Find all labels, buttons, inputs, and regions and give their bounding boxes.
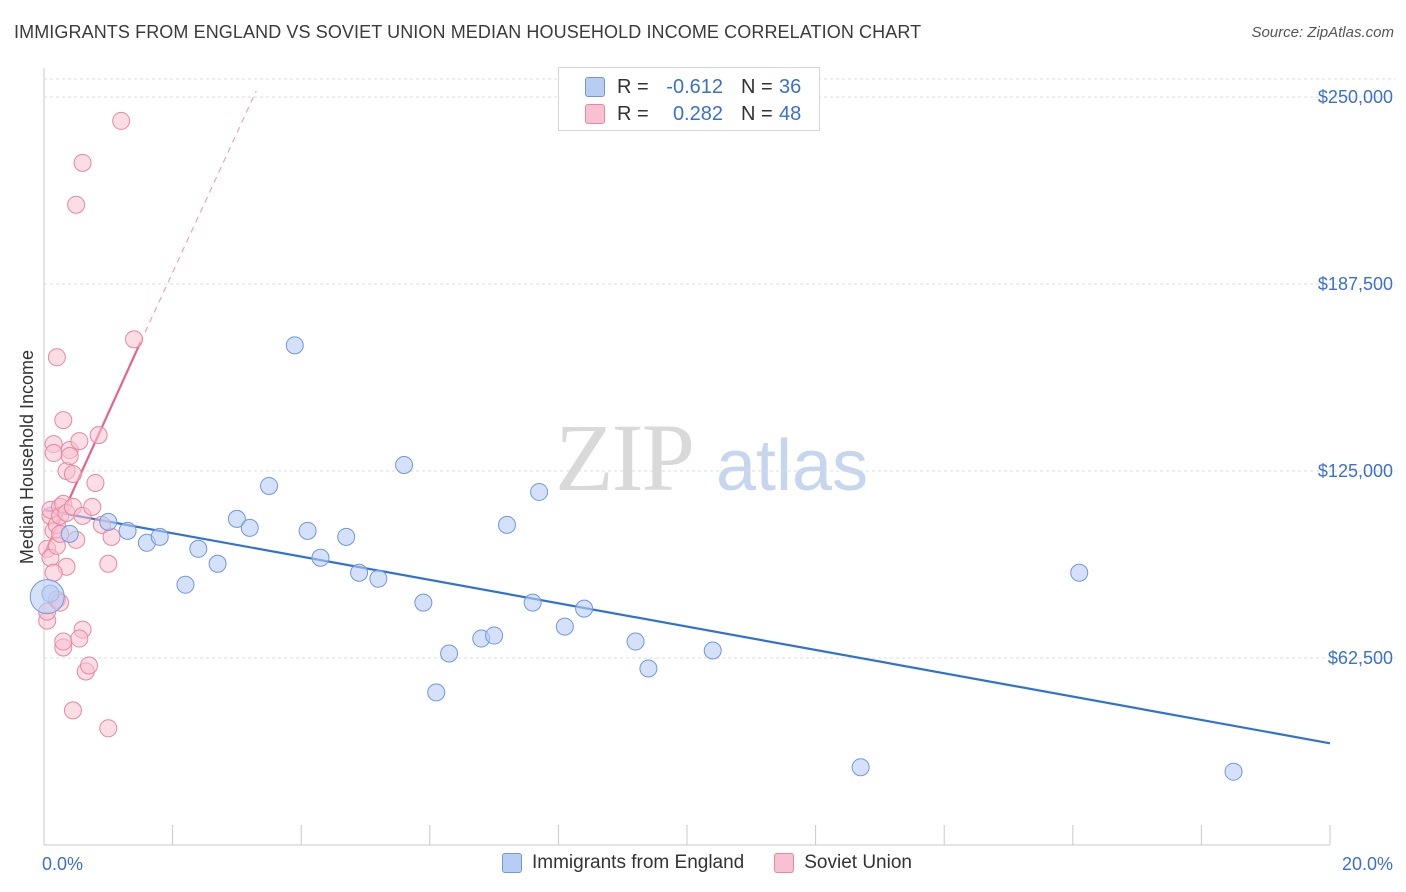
- legend-label-soviet: Soviet Union: [804, 852, 912, 873]
- x-tick-label: 20.0%: [1342, 854, 1393, 874]
- soviet-point: [99, 554, 118, 573]
- england-point: [1070, 563, 1089, 582]
- soviet-point: [125, 330, 144, 349]
- england-point: [189, 539, 208, 558]
- england-point: [639, 659, 658, 678]
- england-point: [530, 482, 549, 501]
- england-point: [414, 593, 433, 612]
- england-point: [497, 515, 516, 534]
- soviet-point: [47, 348, 66, 367]
- england-point: [99, 512, 118, 531]
- soviet-point: [70, 629, 89, 648]
- data-points: [29, 111, 1243, 781]
- legend-item-soviet: Soviet Union: [774, 852, 912, 874]
- england-point: [29, 579, 65, 615]
- england-point: [395, 456, 414, 475]
- soviet-point: [102, 527, 121, 546]
- england-point: [176, 575, 195, 594]
- england-point: [298, 521, 317, 540]
- legend-r-label: R =: [617, 102, 649, 125]
- legend-row-england: R = -0.612 N = 36: [585, 74, 801, 100]
- england-point: [150, 527, 169, 546]
- y-tick-label: $187,500: [1318, 274, 1393, 294]
- soviet-swatch: [774, 853, 795, 873]
- soviet-point: [86, 473, 105, 492]
- england-point: [851, 758, 870, 777]
- soviet-point: [99, 719, 118, 738]
- soviet-point: [112, 111, 131, 130]
- watermark: ZIP atlas: [555, 404, 868, 511]
- soviet-point: [67, 195, 86, 214]
- soviet-point: [44, 444, 63, 463]
- chart-title: IMMIGRANTS FROM ENGLAND VS SOVIET UNION …: [14, 22, 922, 42]
- legend-row-soviet: R = 0.282 N = 48: [585, 101, 801, 127]
- england-point: [369, 569, 388, 588]
- england-point: [555, 617, 574, 636]
- x-tick-label: 0.0%: [42, 854, 83, 874]
- england-point: [350, 563, 369, 582]
- england-point: [1224, 762, 1243, 781]
- gridlines: [44, 78, 1395, 659]
- england-point: [118, 521, 137, 540]
- soviet-point: [83, 497, 102, 516]
- england-point: [240, 518, 259, 537]
- england-point: [337, 527, 356, 546]
- england-point: [227, 509, 246, 528]
- legend-r-label: R =: [617, 75, 649, 98]
- axes: [43, 68, 1331, 846]
- soviet-point: [89, 426, 108, 445]
- soviet-point: [63, 701, 82, 720]
- legend-n-label: N =: [741, 75, 773, 98]
- soviet-point: [63, 464, 82, 483]
- legend-n-label: N =: [741, 102, 773, 125]
- legend-label-england: Immigrants from England: [532, 852, 745, 873]
- soviet-trend-extension: [139, 90, 257, 343]
- soviet-point: [54, 411, 73, 430]
- y-tick-label: $125,000: [1318, 461, 1393, 481]
- series-legend: Immigrants from England Soviet Union: [502, 852, 942, 874]
- y-tick-label: $250,000: [1318, 87, 1393, 107]
- soviet-point: [73, 153, 92, 172]
- england-point: [523, 593, 542, 612]
- watermark-zip: ZIP: [555, 404, 693, 511]
- soviet-point: [80, 656, 99, 675]
- england-swatch: [502, 853, 522, 873]
- england-point: [703, 641, 722, 660]
- england-point: [285, 336, 304, 355]
- legend-n-value: 36: [779, 75, 802, 98]
- legend-n-value: 48: [779, 102, 802, 125]
- england-point: [427, 683, 446, 702]
- legend-item-england: Immigrants from England: [502, 852, 744, 874]
- england-swatch: [585, 77, 605, 97]
- tick-labels: $62,500 $125,000 $187,500 $250,000 0.0% 20.0%: [42, 87, 1393, 874]
- legend-r-value: -0.612: [666, 75, 723, 98]
- england-point: [208, 554, 227, 573]
- england-trend-line: [43, 508, 1331, 745]
- soviet-point: [44, 563, 63, 582]
- legend-r-value: 0.282: [672, 102, 723, 125]
- england-point: [311, 548, 330, 567]
- correlation-legend: R = -0.612 N = 36 R = 0.282 N = 48: [558, 67, 820, 131]
- soviet-point: [54, 632, 73, 651]
- england-point: [260, 476, 279, 495]
- england-point: [440, 644, 459, 663]
- y-axis-title: Median Household Income: [17, 350, 37, 564]
- england-point: [60, 524, 79, 543]
- england-point: [485, 626, 504, 645]
- soviet-point: [60, 447, 79, 466]
- england-point: [575, 599, 594, 618]
- watermark-atlas: atlas: [716, 426, 868, 506]
- england-point: [626, 632, 645, 651]
- soviet-point: [70, 432, 89, 451]
- soviet-swatch: [585, 104, 605, 124]
- y-tick-label: $62,500: [1328, 648, 1393, 668]
- source-label: Source: ZipAtlas.com: [1251, 24, 1394, 41]
